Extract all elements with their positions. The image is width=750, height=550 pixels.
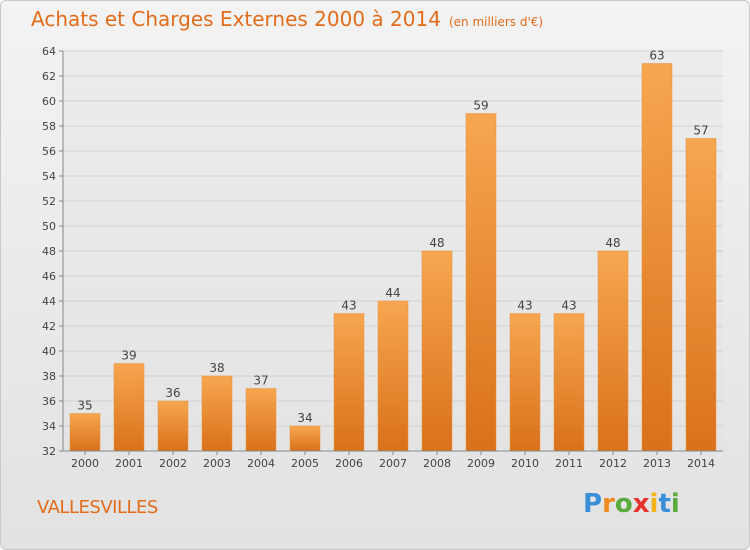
x-tick-label: 2014 (687, 457, 715, 470)
x-tick-label: 2010 (511, 457, 539, 470)
x-tick-label: 2008 (423, 457, 451, 470)
chart-title-text: Achats et Charges Externes 2000 à 2014 (31, 7, 441, 31)
value-labels: 35 39 36 38 37 34 43 44 48 59 43 43 48 63 57 (77, 49, 708, 426)
y-tick-label: 46 (42, 270, 56, 283)
bar (245, 388, 277, 452)
axes: 32 34 36 38 40 42 44 46 48 50 52 54 56 58 60 62 64 2000 20… (42, 45, 723, 470)
logo-letter: r (602, 489, 615, 519)
value-label: 34 (297, 411, 312, 425)
chart-title: Achats et Charges Externes 2000 à 2014 (e… (31, 7, 543, 31)
y-tick-label: 34 (42, 420, 56, 433)
bar (113, 363, 145, 452)
value-label: 59 (473, 99, 488, 113)
bar (509, 313, 541, 452)
bar (289, 425, 321, 452)
x-tick-label: 2003 (203, 457, 231, 470)
value-label: 37 (253, 374, 268, 388)
value-label: 39 (121, 349, 136, 363)
x-tick-label: 2011 (555, 457, 583, 470)
bar (157, 400, 189, 452)
x-tick-label: 2005 (291, 457, 319, 470)
commune-name: VALLESVILLES (37, 497, 158, 518)
y-tick-label: 58 (42, 120, 56, 133)
proxiti-logo: Proxiti (583, 489, 680, 519)
y-tick-label: 60 (42, 95, 56, 108)
y-tick-label: 36 (42, 395, 56, 408)
x-tick-label: 2001 (115, 457, 143, 470)
value-label: 57 (693, 124, 708, 138)
bar (641, 63, 673, 452)
value-label: 43 (341, 299, 356, 313)
bar (69, 413, 101, 452)
y-tick-label: 50 (42, 220, 56, 233)
bar (333, 313, 365, 452)
value-label: 63 (649, 49, 664, 63)
y-tick-label: 40 (42, 345, 56, 358)
logo-letter: i (670, 489, 680, 519)
y-tick-label: 56 (42, 145, 56, 158)
y-tick-label: 62 (42, 70, 56, 83)
bar (421, 250, 453, 452)
x-tick-label: 2004 (247, 457, 275, 470)
chart-subtitle: (en milliers d'€) (448, 15, 544, 29)
logo-letter: P (583, 489, 603, 519)
value-label: 43 (561, 299, 576, 313)
x-tick-label: 2009 (467, 457, 495, 470)
x-tick-label: 2013 (643, 457, 671, 470)
bars (69, 63, 717, 452)
y-tick-label: 48 (42, 245, 56, 258)
bar (685, 138, 717, 452)
x-tick-label: 2002 (159, 457, 187, 470)
value-label: 43 (517, 299, 532, 313)
bar (201, 375, 233, 452)
x-tick-label: 2007 (379, 457, 407, 470)
x-tick-label: 2000 (71, 457, 99, 470)
y-tick-label: 32 (42, 445, 56, 458)
bar (465, 113, 497, 452)
y-tick-label: 38 (42, 370, 56, 383)
logo-letter: o (614, 489, 633, 519)
x-tick-label: 2012 (599, 457, 627, 470)
logo-letter: t (658, 489, 671, 519)
bar (597, 250, 629, 452)
logo-letter: x (632, 489, 650, 519)
y-tick-label: 44 (42, 295, 56, 308)
value-label: 48 (429, 236, 444, 250)
y-tick-label: 52 (42, 195, 56, 208)
y-tick-label: 64 (42, 45, 56, 58)
y-tick-label: 54 (42, 170, 56, 183)
logo-letter: i (649, 489, 659, 519)
value-label: 38 (209, 361, 224, 375)
value-label: 35 (77, 399, 92, 413)
value-label: 36 (165, 386, 180, 400)
y-tick-label: 42 (42, 320, 56, 333)
x-tick-label: 2006 (335, 457, 363, 470)
bar (553, 313, 585, 452)
value-label: 44 (385, 286, 400, 300)
value-label: 48 (605, 236, 620, 250)
bar (377, 300, 409, 452)
